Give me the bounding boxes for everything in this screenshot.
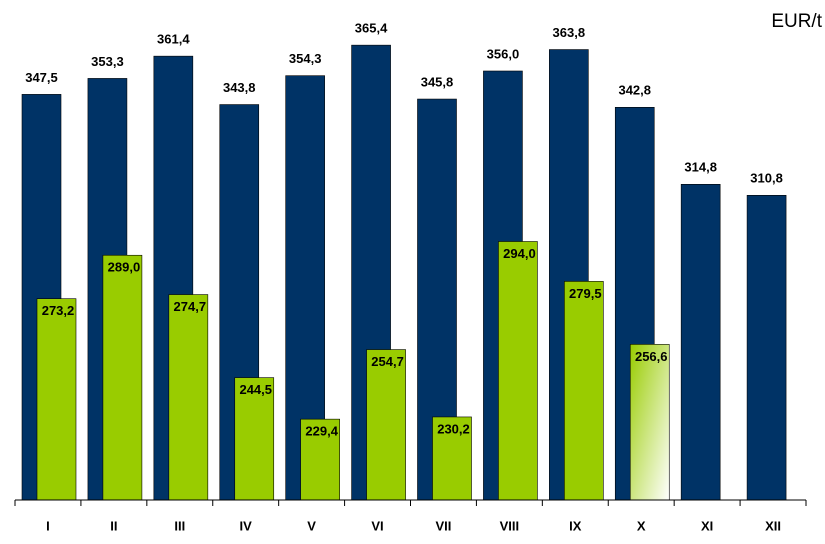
value-label: 342,8 (618, 83, 651, 98)
x-tick-label: X (637, 518, 646, 533)
value-label: 229,4 (305, 424, 338, 439)
bar (746, 195, 787, 501)
value-label: 314,8 (684, 160, 717, 175)
x-tick-label: V (307, 518, 316, 533)
bar (300, 418, 340, 501)
bar (498, 241, 538, 501)
value-label: 361,4 (157, 32, 190, 47)
x-tick-label: VII (436, 518, 452, 533)
unit-label: EUR/t (771, 11, 822, 32)
value-label: 254,7 (371, 354, 404, 369)
bar (564, 281, 604, 501)
bar (168, 294, 209, 501)
value-label: 310,8 (750, 171, 783, 186)
x-tick-label: XII (765, 518, 781, 533)
value-label: 356,0 (487, 46, 520, 61)
value-label: 274,7 (174, 299, 207, 314)
value-label: 279,5 (569, 286, 602, 301)
bar (102, 254, 143, 501)
x-tick-label: II (110, 518, 117, 533)
value-label: 289,0 (108, 260, 141, 275)
value-label: 343,8 (223, 80, 256, 95)
value-label: 363,8 (553, 25, 586, 40)
x-tick-label: VI (371, 518, 383, 533)
x-tick-label: XI (701, 518, 713, 533)
x-tick-label: I (46, 518, 50, 533)
value-label: 353,3 (91, 54, 124, 69)
x-tick-label: III (174, 518, 185, 533)
x-tick-label: IX (569, 518, 582, 533)
value-label: 345,8 (421, 74, 454, 89)
bar (366, 349, 406, 501)
value-label: 256,6 (635, 349, 668, 364)
value-label: 354,3 (289, 51, 322, 66)
bar (629, 344, 670, 501)
value-label: 273,2 (42, 303, 75, 318)
value-label: 365,4 (355, 21, 388, 36)
x-tick-label: VIII (500, 518, 520, 533)
value-label: 244,5 (239, 382, 272, 397)
bar (36, 298, 77, 501)
bar (680, 184, 721, 501)
bar (234, 377, 275, 501)
value-label: 230,2 (437, 421, 470, 436)
value-label: 294,0 (503, 246, 536, 261)
x-tick-label: IV (240, 518, 253, 533)
value-label: 347,5 (25, 70, 58, 85)
bar (432, 416, 472, 501)
